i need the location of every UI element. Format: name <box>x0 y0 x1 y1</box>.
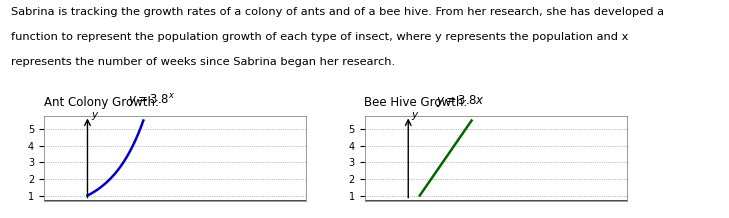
Text: Bee Hive Growth:: Bee Hive Growth: <box>364 96 472 109</box>
Text: Sabrina is tracking the growth rates of a colony of ants and of a bee hive. From: Sabrina is tracking the growth rates of … <box>11 7 664 17</box>
Text: y: y <box>91 110 97 120</box>
Text: Ant Colony Growth:: Ant Colony Growth: <box>44 96 163 109</box>
Text: represents the number of weeks since Sabrina began her research.: represents the number of weeks since Sab… <box>11 57 395 67</box>
Text: $y = 3.8^x$: $y = 3.8^x$ <box>128 92 175 109</box>
Text: function to represent the population growth of each type of insect, where y repr: function to represent the population gro… <box>11 32 628 42</box>
Text: $y = 3.8x$: $y = 3.8x$ <box>436 93 485 109</box>
Text: y: y <box>412 110 418 120</box>
